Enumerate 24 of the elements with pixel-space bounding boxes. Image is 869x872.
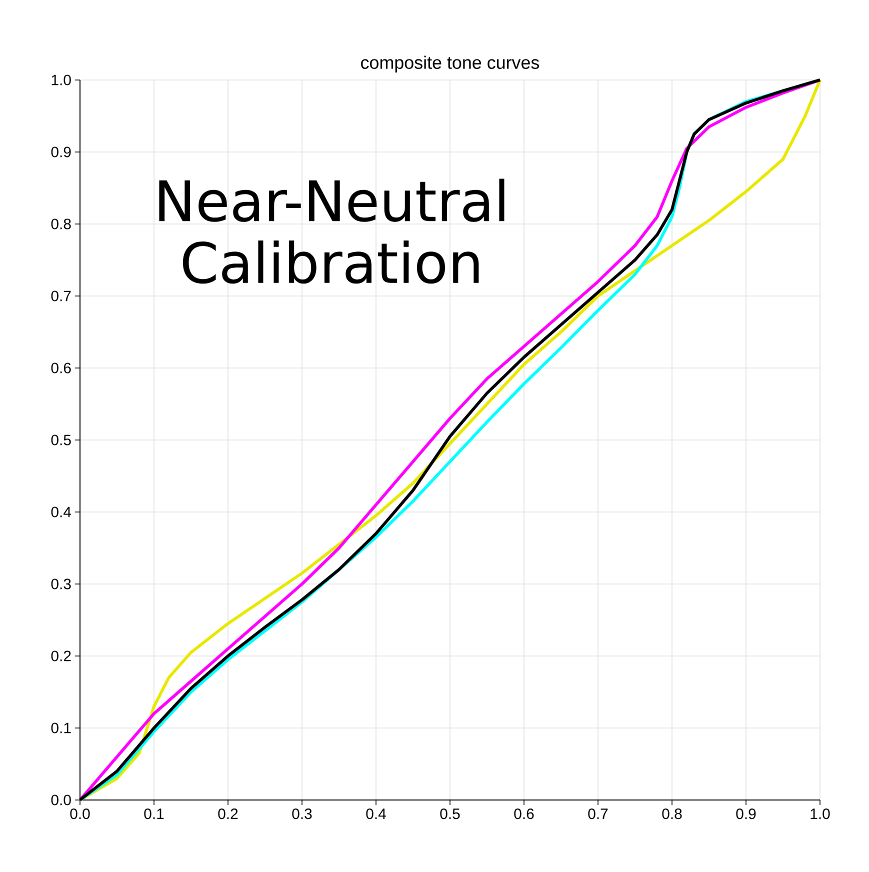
y-tick-label: 0.9 [51, 146, 71, 158]
x-tick-label: 0.7 [588, 808, 608, 820]
x-tick-label: 0.9 [736, 808, 756, 820]
y-tick-label: 0.7 [51, 290, 71, 302]
y-tick-label: 0.4 [51, 506, 72, 518]
chart-title: composite tone curves [361, 56, 540, 72]
y-tick-label: 0.3 [51, 578, 71, 590]
annotation: Near-Neutral Calibration [159, 178, 504, 284]
x-tick-label: 1.0 [810, 808, 830, 820]
x-tick-label: 0.5 [440, 808, 460, 820]
x-tick-label: 0.1 [144, 808, 164, 820]
y-tick-label: 0.6 [51, 362, 71, 374]
y-tick-label: 0.0 [51, 794, 71, 806]
x-tick-label: 0.8 [662, 808, 682, 820]
x-tick-label: 0.0 [70, 808, 90, 820]
y-tick-label: 0.5 [51, 434, 71, 446]
x-tick-label: 0.6 [514, 808, 534, 820]
x-tick-label: 0.2 [218, 808, 238, 820]
y-tick-label: 1.0 [52, 74, 71, 86]
y-tick-label: 0.1 [51, 722, 71, 734]
y-tick-label: 0.2 [51, 650, 71, 662]
y-tick-label: 0.8 [51, 218, 71, 230]
x-tick-label: 0.4 [366, 808, 386, 820]
x-tick-label: 0.3 [292, 808, 312, 820]
